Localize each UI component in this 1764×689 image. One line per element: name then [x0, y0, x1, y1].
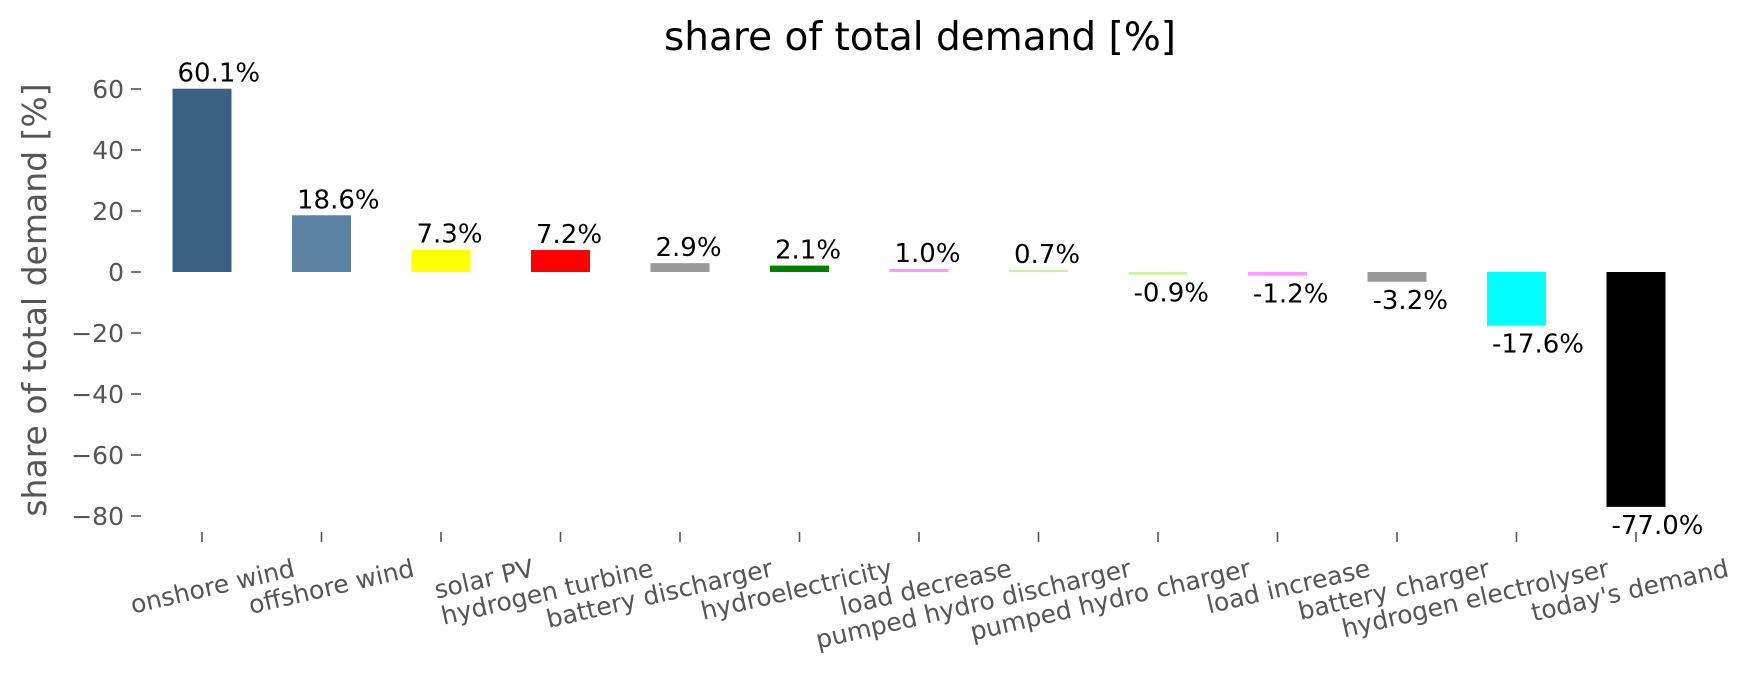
y-tick-label: 0 [108, 258, 124, 287]
bar [1367, 272, 1427, 282]
bar [1487, 272, 1546, 326]
y-tick-label: −40 [71, 380, 124, 409]
data-label: -0.9% [1134, 279, 1209, 309]
y-tick-label: 20 [92, 197, 124, 226]
data-label: -17.6% [1492, 330, 1584, 360]
bar [1606, 272, 1666, 507]
chart-title: share of total demand [%] [664, 15, 1176, 60]
bars [172, 88, 1666, 507]
data-label: 7.3% [417, 220, 483, 250]
bar [1248, 272, 1307, 276]
data-label: -1.2% [1253, 280, 1328, 310]
data-label: 7.2% [536, 220, 602, 250]
y-tick-label: 40 [92, 136, 124, 165]
bar [1009, 269, 1068, 272]
data-label: -77.0% [1612, 511, 1704, 541]
data-label: 0.7% [1014, 240, 1080, 270]
y-axis: 60 40 20 0 −20 −40 −60 −80 [71, 75, 141, 531]
y-tick-label: 60 [92, 75, 124, 104]
data-label: 1.0% [895, 239, 961, 269]
data-label: 60.1% [178, 59, 261, 89]
data-label: 2.1% [775, 236, 841, 266]
data-label: 18.6% [297, 185, 380, 215]
bar [411, 249, 471, 272]
bar [531, 250, 590, 272]
bar [172, 88, 232, 272]
data-labels: 60.1% 18.6% 7.3% 7.2% 2.9% 2.1% 1.0% 0.7% -0.9% -… [178, 59, 1704, 541]
y-tick-label: −80 [71, 502, 124, 531]
y-tick-label: −60 [71, 441, 124, 470]
bar [650, 263, 710, 272]
bar [889, 268, 949, 272]
bar [770, 265, 829, 272]
data-label: -3.2% [1373, 286, 1448, 316]
bar [1128, 272, 1188, 275]
data-label: 2.9% [656, 233, 722, 263]
y-tick-label: −20 [71, 319, 124, 348]
y-axis-label: share of total demand [%] [15, 83, 54, 516]
bar [292, 215, 351, 272]
